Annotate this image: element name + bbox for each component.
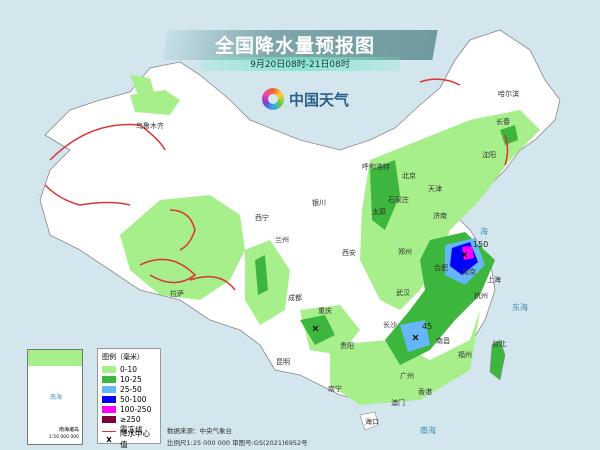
city-label: 合肥 [434,264,448,272]
city-label: 海口 [365,418,379,426]
city-label: 济南 [433,212,447,220]
sea-label: 南海 [420,426,436,435]
city-label: 杭州 [474,292,488,300]
city-label: 哈尔滨 [498,90,519,98]
city-label: 兰州 [275,236,289,244]
legend-title: 图例（毫米） [102,353,144,361]
legend-item: 100-250 [102,404,156,414]
city-label: 天津 [428,185,442,193]
legend-item: ≥250 [102,414,156,424]
legend-label: 100-250 [120,404,152,414]
hainan [359,411,379,431]
sea-label: 海 [480,227,488,236]
city-label: 拉萨 [170,290,184,298]
city-label: 沈阳 [482,151,496,159]
china-land [39,29,561,401]
legend-swatch [102,365,116,373]
legend-label: 0-10 [120,364,138,374]
inset-sea-label: 南海 [50,394,63,401]
legend-item: 0-10 [102,364,156,374]
city-label: 福州 [458,351,472,359]
city-label: 南昌 [436,337,450,345]
legend-label: 50-100 [120,394,147,404]
city-label: 石家庄 [388,196,409,204]
legend-label: 10-25 [120,374,142,384]
cross-marker [412,334,419,341]
rain-100-250 [462,246,474,260]
city-label: 郑州 [398,248,412,256]
weather-china-logo-icon [262,88,284,110]
data-source: 数据来源：中央气象台 [167,427,232,435]
city-label: 银川 [312,199,326,207]
legend-item: 降水中心值 [102,429,156,449]
inset-scale: 1:50 000 000 [48,435,79,440]
frost-line-icon [102,427,116,432]
cross-marker [461,251,468,258]
city-label: 乌鲁木齐 [136,122,164,130]
precip-center-value: 45 [422,322,433,331]
city-label: 西宁 [255,214,269,222]
city-label: 长春 [496,118,510,126]
city-label: 南宁 [328,385,342,393]
legend-item: 霜冻线 [102,424,156,434]
city-label: 台北 [492,340,506,348]
legend-label: 25-50 [120,384,142,394]
logo-text: 中国天气 [289,90,350,109]
city-label: 贵阳 [340,342,354,350]
legend-item: 50-100 [102,394,156,404]
precip-center-value: 150 [473,240,489,249]
city-label: 昆明 [276,358,290,366]
legend-item: 25-50 [102,384,156,394]
city-label: 重庆 [318,307,332,315]
subtitle-band [200,57,400,71]
legend-swatch [102,375,116,383]
legend-swatch [102,415,116,423]
legend-label: ≥250 [120,414,141,424]
legend-swatch [102,395,116,403]
sea-label: 东海 [512,303,528,312]
city-label: 武汉 [396,289,410,297]
legend-swatch [102,405,116,413]
legend-label: 霜冻线 [120,424,143,434]
city-label: 呼和浩特 [362,163,390,171]
city-label: 上海 [487,276,501,284]
taiwan [489,339,506,381]
logo: 中国天气 [262,88,349,110]
map-title: 全国降水量预报图 [214,35,375,57]
city-label: 长沙 [383,321,397,329]
legend-swatch [102,385,116,393]
city-label: 广州 [400,372,414,380]
map-subtitle: 9月20日08时-21日08时 [250,60,350,70]
city-label: 西安 [342,249,356,257]
city-label: 太原 [372,208,386,216]
legend: 图例（毫米） 0-10 10-25 25-50 50-100 100-250 ≥… [97,348,161,449]
inset-land [28,350,82,366]
inset-label: 南海诸岛 [58,427,79,433]
scale-approval: 比例尺1:25 000 000 审图号:GS(2021)6952号 [167,439,308,447]
rain-0-10 [120,75,540,405]
city-label: 澳门 [391,399,405,407]
city-label: 香港 [418,388,432,396]
legend-label: 降水中心值 [120,429,150,449]
city-label: 成都 [288,294,302,302]
cross-marker-icon [102,436,116,443]
city-label: 南京 [462,268,476,276]
frost-lines [44,78,509,291]
cross-marker [312,325,319,332]
precip-center-markers [312,251,468,341]
city-label: 北京 [402,172,416,180]
legend-item: 10-25 [102,374,156,384]
south-china-sea-inset: 南海 南海诸岛 1:50 000 000 [27,349,83,445]
